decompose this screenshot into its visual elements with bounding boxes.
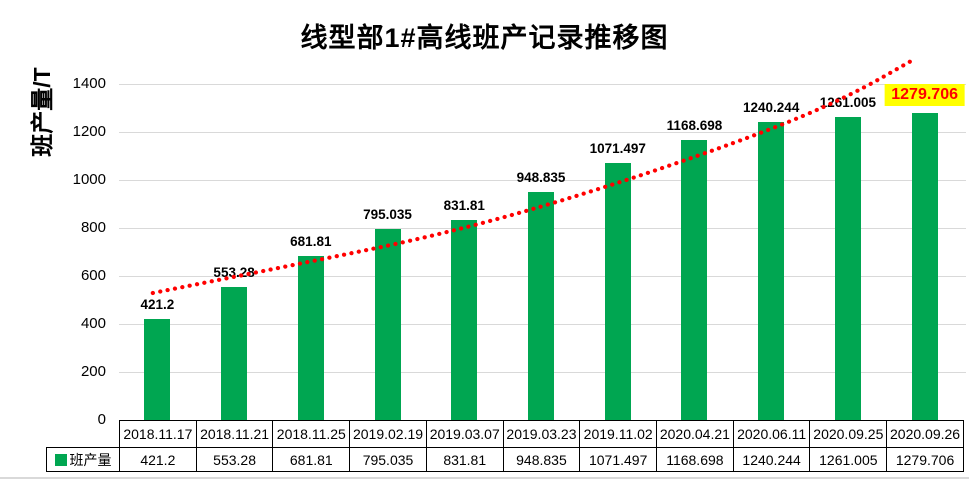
table-date-row: 2018.11.17 2018.11.21 2018.11.25 2019.02.19… [47, 420, 964, 448]
data-label[interactable]: 1261.005 [819, 95, 877, 111]
table-value-cell[interactable]: 1261.005 [809, 447, 888, 472]
gridline [119, 132, 966, 133]
data-label[interactable]: 553.28 [213, 265, 255, 281]
table-blank-cell [47, 421, 120, 448]
bottom-gridline [0, 477, 969, 479]
bar-2018.11.21[interactable] [221, 287, 248, 420]
y-tick-label: 1000 [72, 171, 106, 188]
y-tick-label: 400 [80, 315, 106, 332]
table-date-cell[interactable]: 2019.03.23 [502, 420, 581, 448]
data-label[interactable]: 421.2 [140, 296, 175, 312]
bar-2020.09.26[interactable] [911, 112, 938, 420]
y-tick-label: 800 [80, 219, 106, 236]
trendline[interactable] [150, 56, 919, 296]
bar-2020.06.11[interactable] [758, 122, 785, 420]
table-date-cell[interactable]: 2020.06.11 [732, 420, 811, 448]
data-label[interactable]: 948.835 [516, 170, 566, 186]
bar-2020.09.25[interactable] [834, 117, 861, 420]
bar-2019.03.07[interactable] [451, 220, 478, 420]
table-date-cell[interactable]: 2018.11.25 [272, 420, 351, 448]
table-value-cell[interactable]: 1071.497 [579, 447, 658, 472]
data-label[interactable]: 1071.497 [589, 140, 646, 156]
table-value-cell[interactable]: 421.2 [119, 447, 197, 472]
data-label[interactable]: 1279.706 [884, 83, 965, 106]
legend-label: 班产量 [69, 451, 112, 468]
bar-2020.04.21[interactable] [681, 139, 708, 420]
gridline [119, 84, 966, 85]
table-date-cell[interactable]: 2019.02.19 [349, 420, 427, 448]
chart-title[interactable]: 线型部1#高线班产记录推移图 [300, 23, 669, 53]
y-tick-label: 1200 [72, 123, 106, 140]
table-value-cell[interactable]: 795.035 [349, 447, 427, 472]
bar-2019.02.19[interactable] [374, 229, 401, 420]
table-value-cell[interactable]: 1168.698 [656, 447, 734, 472]
bar-2018.11.25[interactable] [297, 256, 324, 420]
table-value-cell[interactable]: 1240.244 [732, 447, 811, 472]
table-date-cell[interactable]: 2020.04.21 [656, 420, 734, 448]
data-label[interactable]: 831.81 [443, 198, 485, 214]
data-label[interactable]: 681.81 [290, 234, 332, 250]
table-date-cell[interactable]: 2018.11.17 [119, 420, 197, 448]
table-value-cell[interactable]: 553.28 [195, 447, 274, 472]
y-tick-label: 200 [80, 363, 106, 380]
table-date-cell[interactable]: 2019.03.07 [425, 420, 504, 448]
y-tick-label: 600 [80, 267, 106, 284]
data-label[interactable]: 1240.244 [743, 100, 800, 116]
y-tick-label: 1400 [72, 75, 106, 92]
y-tick-label: 0 [97, 411, 106, 428]
table-value-cell[interactable]: 948.835 [502, 447, 581, 472]
table-date-cell[interactable]: 2019.11.02 [579, 420, 658, 448]
table-value-row: 班产量 421.2 553.28 681.81 795.035 831.81 948.835… [46, 447, 964, 472]
legend-swatch-icon [54, 453, 67, 466]
table-value-cell[interactable]: 1279.706 [886, 447, 964, 472]
table-value-cell[interactable]: 831.81 [425, 447, 504, 472]
bar-2018.11.17[interactable] [144, 318, 171, 420]
table-date-cell[interactable]: 2018.11.21 [195, 420, 274, 448]
legend-cell[interactable]: 班产量 [46, 447, 120, 472]
table-date-cell[interactable]: 2020.09.25 [809, 420, 888, 448]
bar-2019.11.02[interactable] [604, 162, 631, 420]
data-label[interactable]: 795.035 [363, 207, 412, 223]
gridline [119, 180, 966, 181]
data-table: 2018.11.17 2018.11.21 2018.11.25 2019.02.19… [46, 420, 964, 472]
bar-2019.03.23[interactable] [528, 192, 554, 420]
table-date-cell[interactable]: 2020.09.26 [886, 420, 964, 448]
data-label[interactable]: 1168.698 [666, 117, 723, 133]
table-value-cell[interactable]: 681.81 [272, 447, 351, 472]
